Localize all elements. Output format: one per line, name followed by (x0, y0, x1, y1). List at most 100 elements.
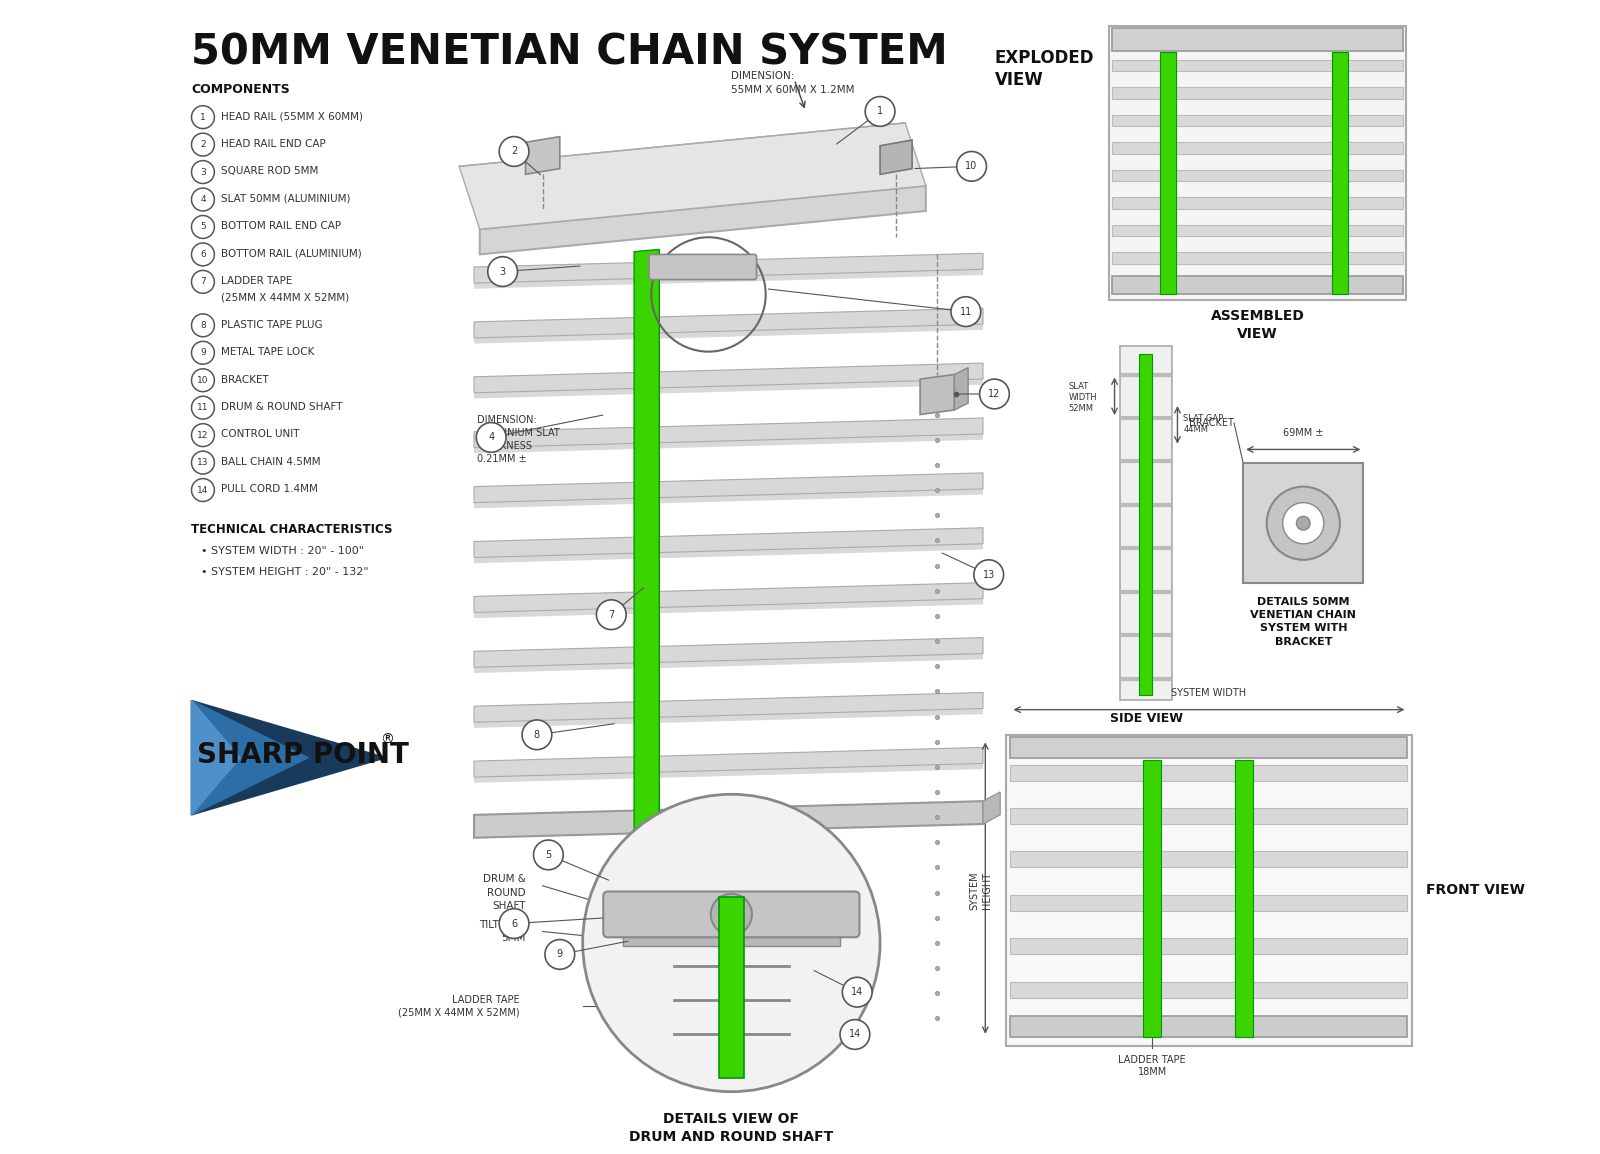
Text: 7: 7 (200, 277, 206, 286)
Bar (1120, 346, 1171, 700)
Text: ASSEMBLED
VIEW: ASSEMBLED VIEW (1211, 309, 1304, 340)
Text: 4: 4 (488, 433, 494, 442)
Text: SIDE VIEW: SIDE VIEW (1109, 712, 1182, 725)
Polygon shape (920, 375, 955, 414)
Text: 50MM VENETIAN CHAIN SYSTEM: 50MM VENETIAN CHAIN SYSTEM (192, 31, 949, 74)
Circle shape (840, 1020, 870, 1049)
Text: 13: 13 (197, 458, 208, 467)
Text: • SYSTEM HEIGHT : 20" - 132": • SYSTEM HEIGHT : 20" - 132" (200, 567, 368, 577)
Text: BOTTOM RAIL END CAP: BOTTOM RAIL END CAP (221, 222, 341, 231)
Text: 3: 3 (499, 267, 506, 277)
Text: 10: 10 (965, 162, 978, 171)
Polygon shape (474, 802, 982, 832)
Text: SLAT 50MM (ALUMINIUM): SLAT 50MM (ALUMINIUM) (221, 194, 350, 204)
Polygon shape (634, 249, 659, 835)
Text: SHARP POINT: SHARP POINT (197, 741, 410, 770)
Text: 2: 2 (510, 147, 517, 157)
Text: COMPONENTS: COMPONENTS (192, 83, 290, 96)
Text: 14: 14 (851, 987, 864, 997)
Polygon shape (474, 818, 982, 838)
Bar (1112, 28, 1403, 51)
Text: (25MM X 44MM X 52MM): (25MM X 44MM X 52MM) (221, 292, 349, 302)
Text: EXPLODED
VIEW: EXPLODED VIEW (995, 48, 1094, 89)
Text: PULL CORD 1.4MM: PULL CORD 1.4MM (221, 485, 318, 494)
Bar (1160, 52, 1176, 294)
Circle shape (1267, 487, 1339, 560)
Text: 5: 5 (546, 849, 552, 860)
Text: METAL TAPE LOCK: METAL TAPE LOCK (221, 347, 315, 357)
Polygon shape (474, 379, 982, 398)
Text: SQUARE ROD 5MM: SQUARE ROD 5MM (221, 166, 318, 177)
Text: 13: 13 (982, 570, 995, 579)
Circle shape (499, 908, 530, 938)
Circle shape (488, 256, 517, 286)
Text: 6: 6 (200, 250, 206, 258)
Text: DIMENSION:
55MM X 60MM X 1.2MM: DIMENSION: 55MM X 60MM X 1.2MM (731, 72, 854, 95)
Text: BALL CHAIN 4.5MM: BALL CHAIN 4.5MM (221, 457, 322, 467)
Text: 12: 12 (989, 389, 1000, 399)
Text: BRACKET: BRACKET (221, 375, 269, 384)
Text: 2: 2 (200, 140, 206, 149)
Circle shape (582, 794, 880, 1092)
Bar (1112, 142, 1403, 153)
Text: PLASTIC TAPE PLUG: PLASTIC TAPE PLUG (221, 320, 323, 330)
Text: DETAILS VIEW OF
DRUM AND ROUND SHAFT: DETAILS VIEW OF DRUM AND ROUND SHAFT (629, 1112, 834, 1144)
Polygon shape (880, 140, 912, 174)
Text: TECHNICAL CHARACTERISTICS: TECHNICAL CHARACTERISTICS (192, 523, 394, 537)
Polygon shape (474, 692, 982, 722)
Polygon shape (622, 932, 840, 946)
Bar (1235, 760, 1253, 1036)
Polygon shape (474, 801, 982, 838)
Polygon shape (474, 527, 982, 557)
Circle shape (974, 560, 1003, 590)
Circle shape (522, 720, 552, 750)
Text: 8: 8 (200, 321, 206, 330)
Bar (1006, 735, 1411, 1046)
Text: 9: 9 (200, 349, 206, 358)
Text: FRONT VIEW: FRONT VIEW (1426, 883, 1525, 898)
Circle shape (720, 902, 742, 926)
Polygon shape (192, 700, 240, 815)
Text: ®: ® (381, 733, 394, 747)
Bar (1112, 276, 1403, 294)
Text: 4: 4 (200, 195, 206, 204)
Circle shape (1296, 516, 1310, 530)
Bar (1112, 60, 1403, 72)
Polygon shape (459, 122, 926, 230)
Bar (1112, 197, 1403, 209)
Bar (1112, 115, 1403, 126)
Text: SLAT
WIDTH
52MM: SLAT WIDTH 52MM (1069, 382, 1098, 413)
Bar (1112, 170, 1403, 181)
Text: DIMENSION:
ALUMINIUM SLAT
THICKNESS
0.21MM ±: DIMENSION: ALUMINIUM SLAT THICKNESS 0.21… (477, 414, 560, 464)
Circle shape (866, 97, 894, 126)
FancyBboxPatch shape (650, 254, 757, 279)
Bar (1011, 982, 1408, 998)
Bar (1112, 252, 1403, 263)
Text: 6: 6 (510, 919, 517, 929)
Polygon shape (605, 878, 630, 896)
Text: BOTTOM RAIL (ALUMINIUM): BOTTOM RAIL (ALUMINIUM) (221, 249, 362, 258)
Polygon shape (474, 764, 982, 782)
Bar (1011, 938, 1408, 954)
Text: DRUM & ROUND SHAFT: DRUM & ROUND SHAFT (221, 402, 342, 412)
Text: SLAT GAP
44MM: SLAT GAP 44MM (1182, 413, 1224, 434)
Bar (1142, 760, 1162, 1036)
Bar (1011, 765, 1408, 780)
Polygon shape (474, 653, 982, 673)
Polygon shape (192, 700, 309, 815)
Text: 9: 9 (557, 950, 563, 959)
Text: DRUM &
ROUND
SHAFT: DRUM & ROUND SHAFT (483, 875, 525, 911)
Text: DETAILS 50MM
VENETIAN CHAIN
SYSTEM WITH
BRACKET: DETAILS 50MM VENETIAN CHAIN SYSTEM WITH … (1250, 597, 1357, 646)
Text: 69MM ±: 69MM ± (1283, 428, 1323, 439)
Bar (718, 897, 744, 1078)
Circle shape (499, 136, 530, 166)
Bar (1011, 852, 1408, 868)
Polygon shape (629, 926, 656, 943)
Text: BRACKET: BRACKET (1189, 418, 1234, 428)
Text: 1: 1 (200, 113, 206, 121)
Circle shape (710, 894, 752, 935)
Circle shape (597, 600, 626, 630)
Text: HEAD RAIL END CAP: HEAD RAIL END CAP (221, 138, 326, 149)
FancyBboxPatch shape (603, 892, 859, 937)
Polygon shape (474, 473, 982, 503)
